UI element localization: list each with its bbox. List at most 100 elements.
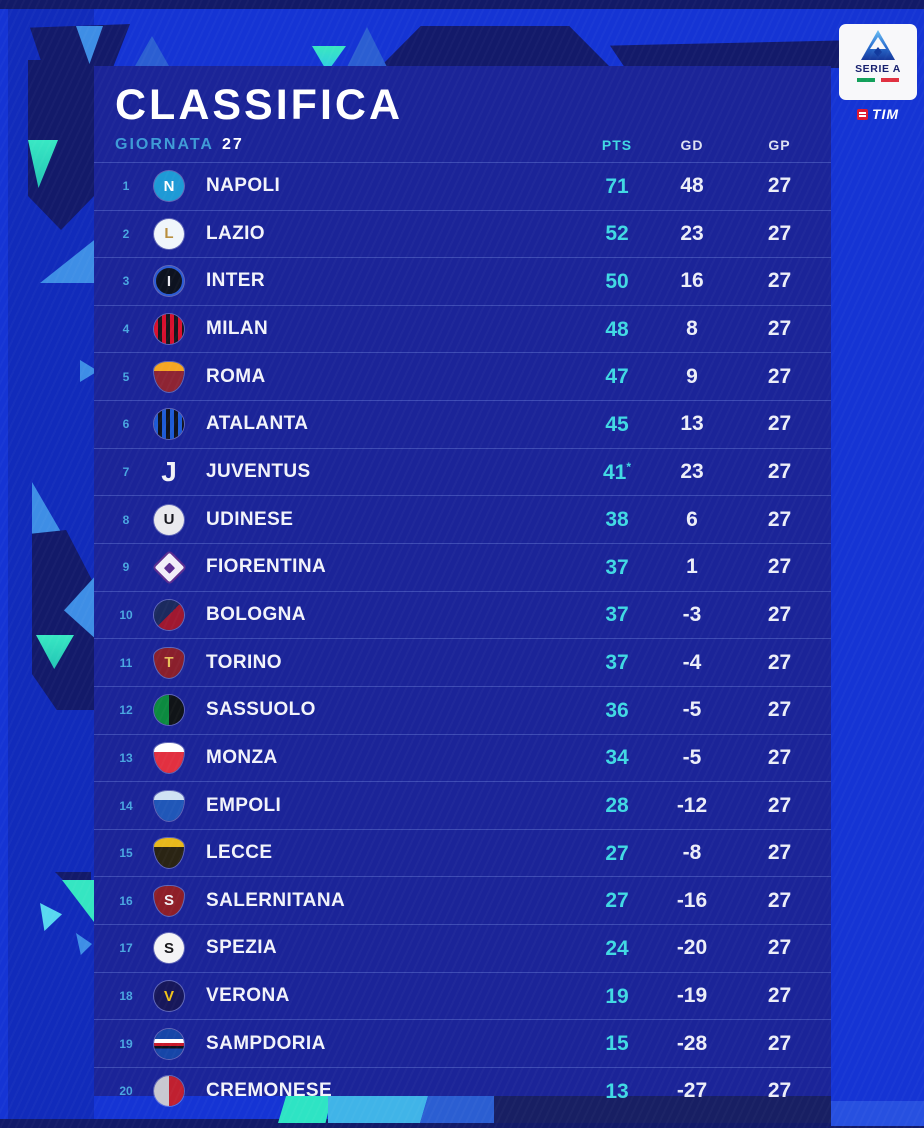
goal-difference: -12 [676,793,708,817]
points: 71 [605,174,629,198]
logo-cell: J [144,457,194,487]
top-strip [0,0,924,9]
italian-flag-bars [857,78,899,82]
standings-rows: 1 N NAPOLI 71 48 27 2 L LAZIO 52 23 27 3… [94,161,831,1115]
goal-difference: 6 [686,507,698,531]
goal-difference: 1 [686,555,698,579]
team-name: LAZIO [206,222,265,244]
table-row: 1 N NAPOLI 71 48 27 [94,161,831,210]
table-row: 15 LECCE 27 -8 27 [94,828,831,877]
points: 27 [605,889,629,913]
table-row: 18 V VERONA 19 -19 27 [94,971,831,1020]
column-header-gp: GP [768,136,791,153]
udinese-logo: U [154,504,184,535]
points: 41* [602,459,632,484]
team-name: INTER [206,270,265,292]
position: 6 [122,417,130,432]
goal-difference: 23 [680,460,704,484]
team-name: SASSUOLO [206,699,316,721]
logo-cell [144,409,194,440]
cremonese-logo [154,1076,184,1107]
lecce-logo [154,838,184,869]
logo-letter: J [161,456,177,488]
position: 5 [122,369,130,384]
deco-dark-shape [610,40,862,68]
points: 19 [605,984,629,1008]
serie-a-card: SERIE A [839,24,917,100]
position: 15 [119,846,133,861]
table-row: 2 L LAZIO 52 23 27 [94,209,831,258]
torino-logo: T [154,647,184,678]
column-header-pts: PTS [601,136,633,153]
page-title: CLASSIFICA [115,81,403,129]
goal-difference: -16 [676,888,708,912]
salernitana-logo: S [154,885,184,916]
logo-cell: S [144,885,194,916]
table-row: 19 SAMPDORIA 15 -28 27 [94,1019,831,1067]
goal-difference: 48 [680,174,704,198]
logo-cell: V [144,981,194,1012]
team-name: SPEZIA [206,937,278,959]
team-name: EMPOLI [206,794,282,816]
table-row: 10 BOLOGNA 37 -3 27 [94,590,831,639]
games-played: 27 [767,555,792,579]
team-name: NAPOLI [206,175,281,197]
games-played: 27 [767,841,792,865]
games-played: 27 [767,507,792,531]
goal-difference: -27 [676,1079,708,1103]
league-name: SERIE A [855,63,901,75]
points: 37 [605,651,629,675]
milan-logo [154,314,184,345]
games-played: 27 [767,460,792,484]
team-name: LECCE [206,842,273,864]
logo-cell [144,695,194,726]
standings-panel: CLASSIFICA GIORNATA 27 PTS GD GP 1 N NAPO… [94,66,831,1107]
points-note: * [626,459,632,474]
logo-letter: S [163,892,174,910]
round-indicator: GIORNATA 27 [108,136,244,154]
sassuolo-logo [154,695,184,726]
goal-difference: -8 [682,841,702,865]
games-played: 27 [767,793,792,817]
league-badge: SERIE A TIM [838,24,918,122]
fiorentina-logo [151,549,187,585]
points: 34 [605,746,629,770]
games-played: 27 [767,602,792,626]
table-row: 5 ROMA 47 9 27 [94,352,831,400]
position: 13 [119,750,133,765]
logo-cell [144,1076,194,1107]
table-row: 13 MONZA 34 -5 27 [94,733,831,782]
logo-letter: S [163,939,174,957]
round-value: 27 [221,135,244,153]
column-header-gd: GD [680,136,704,153]
table-row: 4 MILAN 48 8 27 [94,304,831,353]
logo-cell [144,838,194,869]
deco-dark-shape [379,26,611,68]
games-played: 27 [767,317,792,341]
verona-logo: V [154,981,184,1012]
position: 2 [122,226,130,241]
points: 15 [605,1032,629,1056]
team-name: SALERNITANA [206,889,346,911]
logo-cell [144,361,194,392]
position: 10 [119,607,133,622]
games-played: 27 [767,1079,792,1103]
sponsor-row: TIM [856,106,900,122]
logo-cell: N [144,171,194,202]
position: 14 [119,798,133,813]
table-header-row: GIORNATA 27 PTS GD GP [94,128,831,162]
position: 9 [122,560,130,575]
points: 38 [605,508,629,532]
logo-cell [144,314,194,345]
roma-logo [154,361,184,392]
games-played: 27 [767,650,792,674]
logo-letter: I [166,272,172,290]
sponsor-name: TIM [871,106,900,122]
games-played: 27 [767,364,792,388]
flag-green-bar [857,78,875,82]
empoli-logo [154,790,184,821]
team-name: MONZA [206,746,278,768]
team-name: BOLOGNA [206,603,306,625]
position: 19 [119,1036,133,1051]
goal-difference: 23 [680,221,704,245]
